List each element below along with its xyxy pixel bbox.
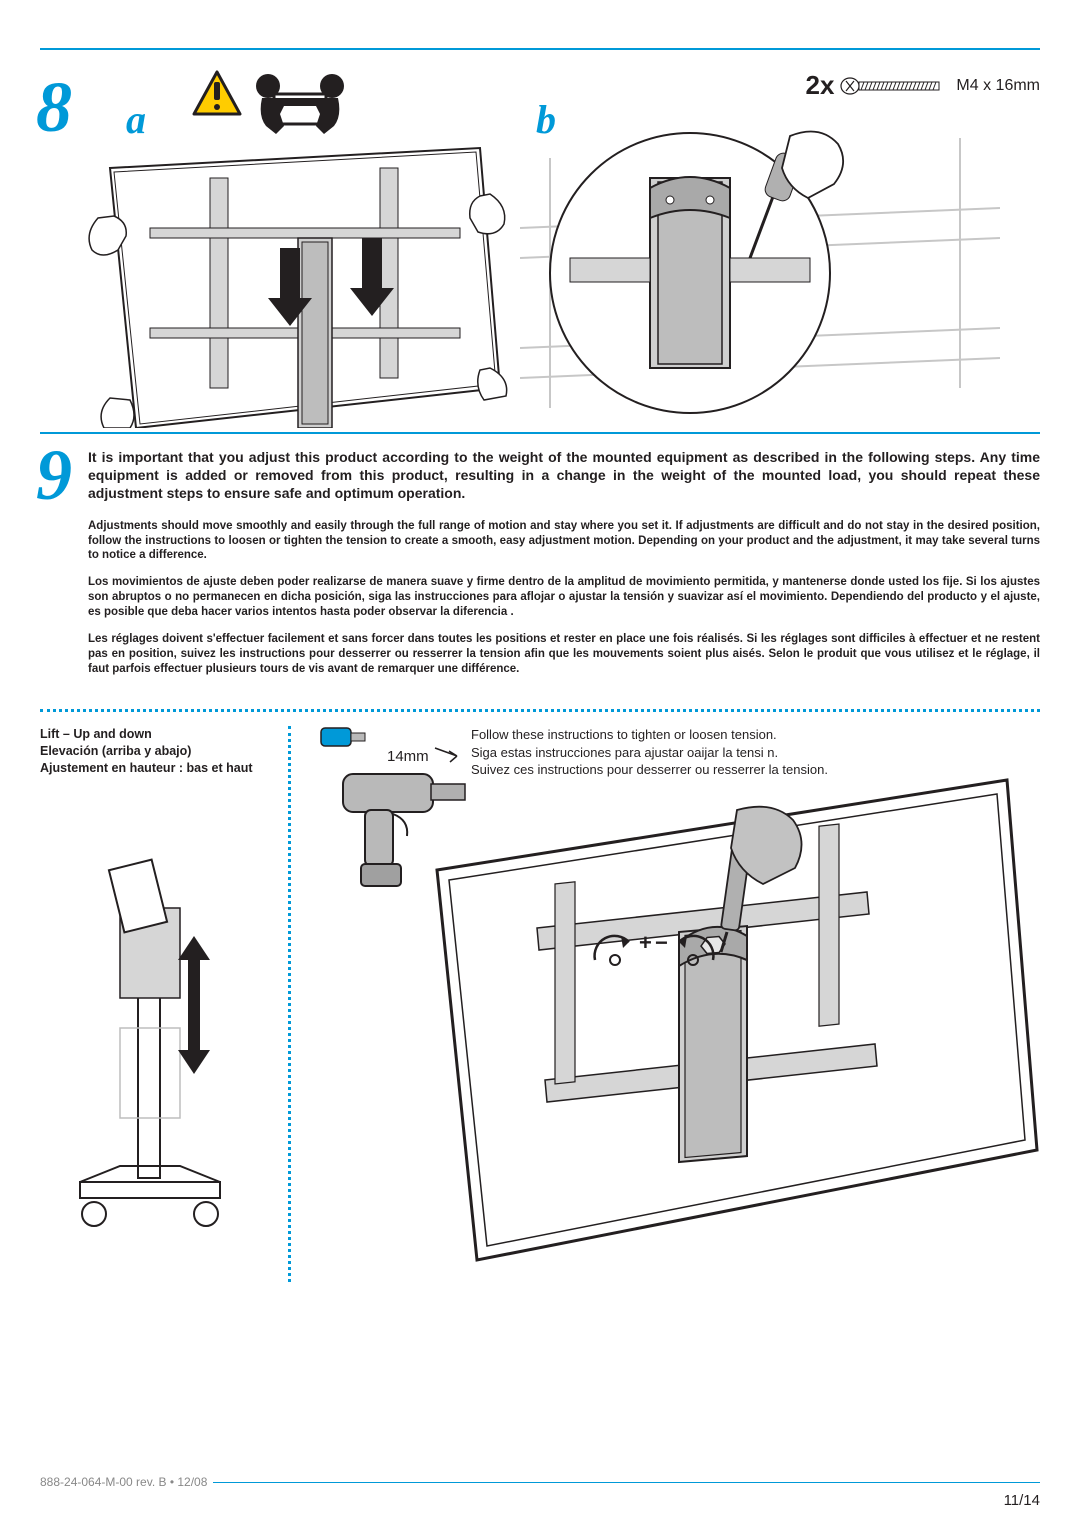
step-8a-illustration xyxy=(80,138,510,428)
hardware-callout: 2x M4 x 16mm xyxy=(806,70,1041,101)
step-9-number: 9 xyxy=(36,434,72,517)
hardware-qty: 2x xyxy=(806,70,835,101)
lift-section: Lift – Up and down Elevación (arriba y a… xyxy=(40,712,1040,1282)
step-8b-illustration xyxy=(520,118,1000,428)
step-8-number: 8 xyxy=(36,66,72,149)
step-9-intro-en: It is important that you adjust this pro… xyxy=(88,448,1040,503)
lift-label-es: Elevación (arriba y abajo) xyxy=(40,743,268,760)
step-9-text-en: Adjustments should move smoothly and eas… xyxy=(88,519,1040,564)
lift-adjust-illustration: + − xyxy=(307,720,1047,1280)
footer: 888-24-064-M-00 rev. B • 12/08 xyxy=(40,1475,1040,1489)
hardware-label: M4 x 16mm xyxy=(956,77,1040,95)
lift-cart-illustration xyxy=(60,768,250,1258)
warning-icon xyxy=(192,70,242,116)
doc-revision: 888-24-064-M-00 rev. B • 12/08 xyxy=(40,1475,207,1489)
step-9: 9 It is important that you adjust this p… xyxy=(40,434,1040,709)
screw-icon xyxy=(840,73,950,99)
lift-label-en: Lift – Up and down xyxy=(40,726,268,743)
lift-right: 14mm Follow these instructions to tighte… xyxy=(301,726,1040,1282)
svg-text:−: − xyxy=(655,930,668,955)
top-rule xyxy=(40,48,1040,50)
dotted-divider-vertical xyxy=(288,726,291,1282)
svg-text:+: + xyxy=(639,930,652,955)
step-8-sub-a: a xyxy=(126,96,146,143)
footer-rule xyxy=(213,1482,1040,1483)
step-9-text-es: Los movimientos de ajuste deben poder re… xyxy=(88,575,1040,620)
page-number: 11/14 xyxy=(1004,1492,1040,1509)
step-8: 8 a b 2x xyxy=(40,58,1040,434)
lift-labels: Lift – Up and down Elevación (arriba y a… xyxy=(40,726,278,1282)
two-person-lift-icon xyxy=(240,72,360,144)
step-9-text-fr: Les réglages doivent s'effectuer facilem… xyxy=(88,632,1040,677)
